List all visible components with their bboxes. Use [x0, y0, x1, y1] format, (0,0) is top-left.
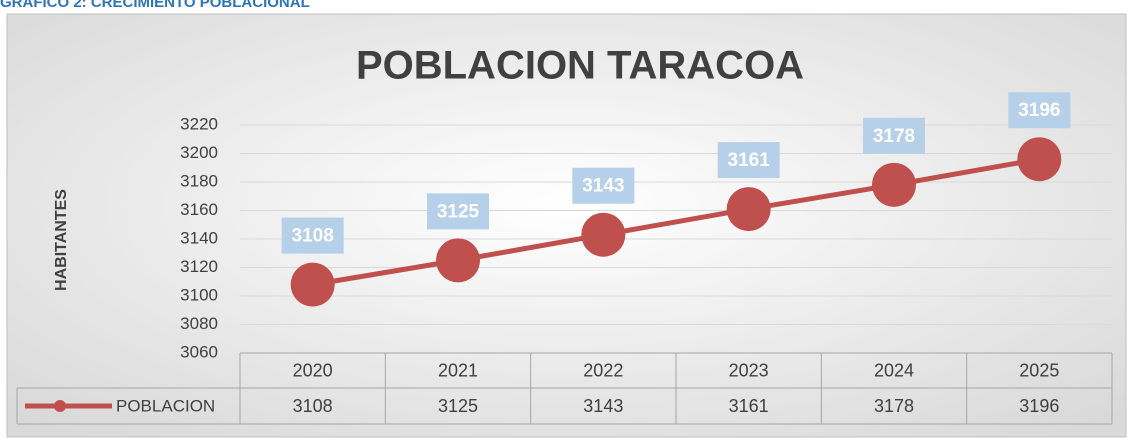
table-value: 3143 [583, 396, 623, 416]
heading: GRAFICO 2: CRECIMIENTO POBLACIONAL [0, 0, 310, 11]
table-value: 3196 [1019, 396, 1059, 416]
y-tick-label: 3080 [180, 314, 218, 333]
y-axis-label: HABITANTES [53, 189, 70, 291]
data-label-box [572, 167, 635, 204]
table-value: 3108 [293, 396, 333, 416]
table-value: 3178 [874, 396, 914, 416]
y-tick-label: 3220 [180, 114, 218, 133]
x-tick-label: 2020 [293, 360, 333, 380]
point [436, 238, 480, 283]
data-label: 3196 [1018, 100, 1060, 121]
legend-label: POBLACION [116, 396, 215, 415]
data-label-box [863, 117, 925, 154]
y-tick-label: 3160 [180, 200, 218, 219]
x-tick-label: 2025 [1019, 360, 1059, 380]
data-label: 3161 [728, 150, 771, 171]
x-tick-label: 2024 [874, 360, 914, 380]
point [726, 187, 771, 232]
y-tick-label: 3140 [180, 228, 218, 247]
table-value: 3161 [729, 396, 769, 416]
x-tick-label: 2021 [438, 360, 478, 380]
point [581, 212, 626, 257]
data-label-box [427, 193, 489, 230]
y-tick-label: 3180 [180, 171, 218, 190]
data-label: 3125 [437, 201, 480, 222]
x-tick-label: 2022 [583, 360, 623, 380]
data-label: 3108 [292, 226, 334, 247]
table-value: 3125 [438, 396, 478, 416]
data-label-box [717, 142, 780, 179]
series-line [312, 156, 1040, 288]
chart-title: POBLACION TARACOA [356, 44, 804, 88]
chart-area [6, 13, 1127, 438]
y-tick-label: 3100 [180, 285, 218, 304]
data-label: 3178 [873, 126, 915, 147]
y-tick-label: 3120 [180, 257, 218, 276]
y-tick-label: 3200 [180, 143, 218, 162]
data-label-box [281, 217, 344, 254]
point [1017, 137, 1062, 182]
x-tick-label: 2023 [729, 360, 769, 380]
point [872, 162, 916, 207]
legend-marker [54, 400, 66, 412]
data-label: 3143 [582, 176, 624, 197]
point [290, 262, 335, 307]
data-label-box [1008, 92, 1071, 129]
y-tick-label: 3060 [180, 342, 218, 361]
